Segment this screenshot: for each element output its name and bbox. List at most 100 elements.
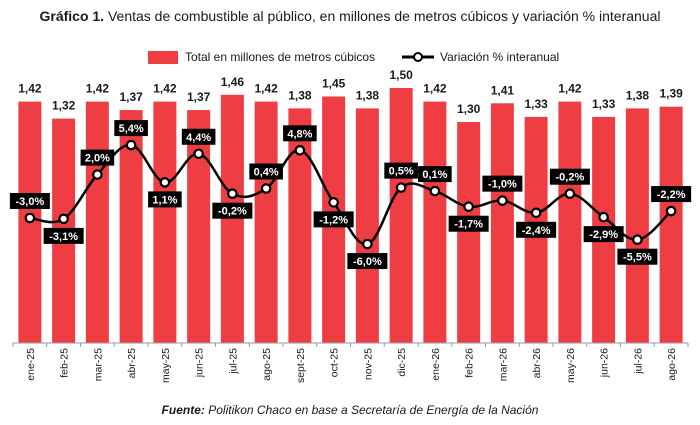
- line-marker-mar-26: [497, 195, 508, 206]
- x-tick-label: mar-26: [497, 348, 509, 381]
- bar-value-label: 1,50: [389, 68, 413, 82]
- bar-jul-25: [220, 94, 244, 343]
- line-value-box: [148, 191, 182, 208]
- bar-may-26: [558, 101, 582, 343]
- x-tick-label: dic-25: [396, 348, 408, 377]
- line-marker-ene-26: [429, 185, 441, 197]
- bar-value-label: 1,42: [254, 82, 278, 96]
- x-tick-label: may-26: [565, 348, 577, 383]
- line-value-box: [583, 226, 624, 243]
- line-value-label: -2,2%: [657, 189, 686, 201]
- legend-bar-swatch: [148, 50, 178, 64]
- line-value-box: [651, 186, 692, 203]
- line-marker-nov-25: [362, 238, 373, 250]
- line-value-box: [384, 162, 418, 179]
- x-tick-label: ago-25: [261, 348, 273, 381]
- line-marker-ago-25: [260, 183, 272, 194]
- legend-item-bars: Total en millones de metros cúbicos: [148, 50, 375, 64]
- source-text: Politikon Chaco en base a Secretaría de …: [208, 403, 539, 417]
- line-marker-ene-25: [24, 212, 36, 224]
- line-value-label: -0,2%: [218, 206, 247, 218]
- bar-value-label: 1,42: [423, 82, 447, 96]
- x-tick-label: nov-25: [362, 348, 374, 380]
- legend-bar-label: Total en millones de metros cúbicos: [185, 50, 376, 64]
- x-tick-label: feb-25: [59, 348, 71, 378]
- chart-title: Gráfico 1. Ventas de combustible al públ…: [0, 8, 700, 24]
- chart-title-text: Ventas de combustible al público, en mil…: [107, 8, 661, 24]
- line-value-label: 1,1%: [152, 194, 177, 206]
- line-marker-jul-25: [227, 188, 238, 199]
- x-tick-label: feb-26: [464, 348, 476, 378]
- source-prefix: Fuente:: [161, 403, 205, 417]
- line-value-box: [313, 211, 354, 228]
- bar-value-label: 1,42: [86, 82, 110, 96]
- line-marker-feb-26: [463, 201, 474, 213]
- combo-chart: 1,42 1,32 1,42 1,37 1,42 1,37 1,46 1,42 1,38 1,45…: [9, 68, 692, 383]
- line-value-label: -5,5%: [623, 252, 652, 264]
- x-tick-label: jun-25: [194, 348, 206, 378]
- line-value-label: -3,0%: [16, 196, 45, 208]
- line-value-box: [181, 128, 216, 145]
- x-tick-label: abr-25: [126, 348, 138, 379]
- line-marker-abr-26: [530, 207, 542, 219]
- line-value-box: [9, 193, 50, 209]
- bar-sept-25: [288, 108, 312, 344]
- line-value-label: -1,2%: [319, 214, 348, 226]
- bar-value-label: 1,46: [221, 75, 245, 89]
- bar-mar-25: [85, 101, 109, 343]
- x-tick-label: sept-25: [295, 348, 307, 383]
- bar-jun-25: [187, 110, 211, 343]
- line-value-label: -3,1%: [49, 231, 78, 243]
- line-value-box: [114, 120, 148, 137]
- line-value-box: [448, 215, 489, 232]
- line-marker-dic-25: [395, 182, 407, 193]
- bar-feb-26: [457, 122, 481, 343]
- line-value-box: [212, 202, 253, 219]
- line-marker-oct-25: [328, 197, 339, 208]
- bar-value-label: 1,39: [659, 87, 683, 101]
- line-value-box: [43, 227, 84, 244]
- line-marker-abr-25: [125, 139, 137, 151]
- line-value-label: 4,4%: [186, 132, 211, 144]
- bar-dic-25: [389, 88, 413, 343]
- line-value-box: [418, 166, 452, 183]
- line-value-label: 4,8%: [287, 128, 312, 140]
- line-value-label: 0,1%: [422, 169, 447, 181]
- bar-ene-26: [423, 101, 447, 343]
- line-value-label: 0,5%: [389, 166, 414, 178]
- line-value-box: [617, 248, 658, 265]
- bar-mar-26: [490, 103, 514, 343]
- line-value-label: -2,4%: [522, 225, 551, 237]
- line-value-label: 0,4%: [254, 166, 279, 178]
- line-marker-may-26: [564, 188, 576, 199]
- line-value-label: 5,4%: [119, 123, 144, 135]
- line-value-label: -6,0%: [353, 256, 382, 268]
- line-marker-feb-25: [58, 213, 69, 225]
- bar-value-label: 1,32: [52, 99, 76, 113]
- line-marker-jul-26: [632, 234, 643, 245]
- bar-jul-26: [625, 108, 649, 344]
- line-value-box: [549, 168, 590, 185]
- line-marker-ago-26: [665, 205, 677, 217]
- line-marker-jun-25: [193, 148, 204, 160]
- legend-line-label: Variación % interanual: [440, 50, 560, 64]
- bar-ago-26: [659, 106, 683, 343]
- bar-value-label: 1,33: [524, 97, 548, 111]
- line-marker-sept-25: [294, 144, 306, 156]
- bar-nov-25: [355, 108, 379, 344]
- x-tick-label: jun-26: [599, 348, 611, 378]
- line-marker-mar-25: [92, 169, 103, 180]
- x-tick-label: ene-25: [25, 348, 37, 381]
- line-value-label: -2,9%: [589, 229, 618, 241]
- line-value-label: -1,7%: [454, 219, 483, 231]
- bar-value-label: 1,37: [119, 90, 143, 104]
- x-tick-label: jul-25: [227, 348, 239, 375]
- line-marker-may-25: [159, 177, 171, 188]
- line-marker-jun-26: [598, 211, 609, 223]
- x-tick-label: mar-25: [92, 348, 104, 381]
- bar-value-label: 1,38: [626, 88, 650, 102]
- x-tick-label: oct-25: [329, 348, 341, 377]
- chart-title-prefix: Gráfico 1.: [39, 8, 105, 24]
- line-value-label: -0,2%: [556, 172, 585, 184]
- line-value-box: [80, 149, 115, 166]
